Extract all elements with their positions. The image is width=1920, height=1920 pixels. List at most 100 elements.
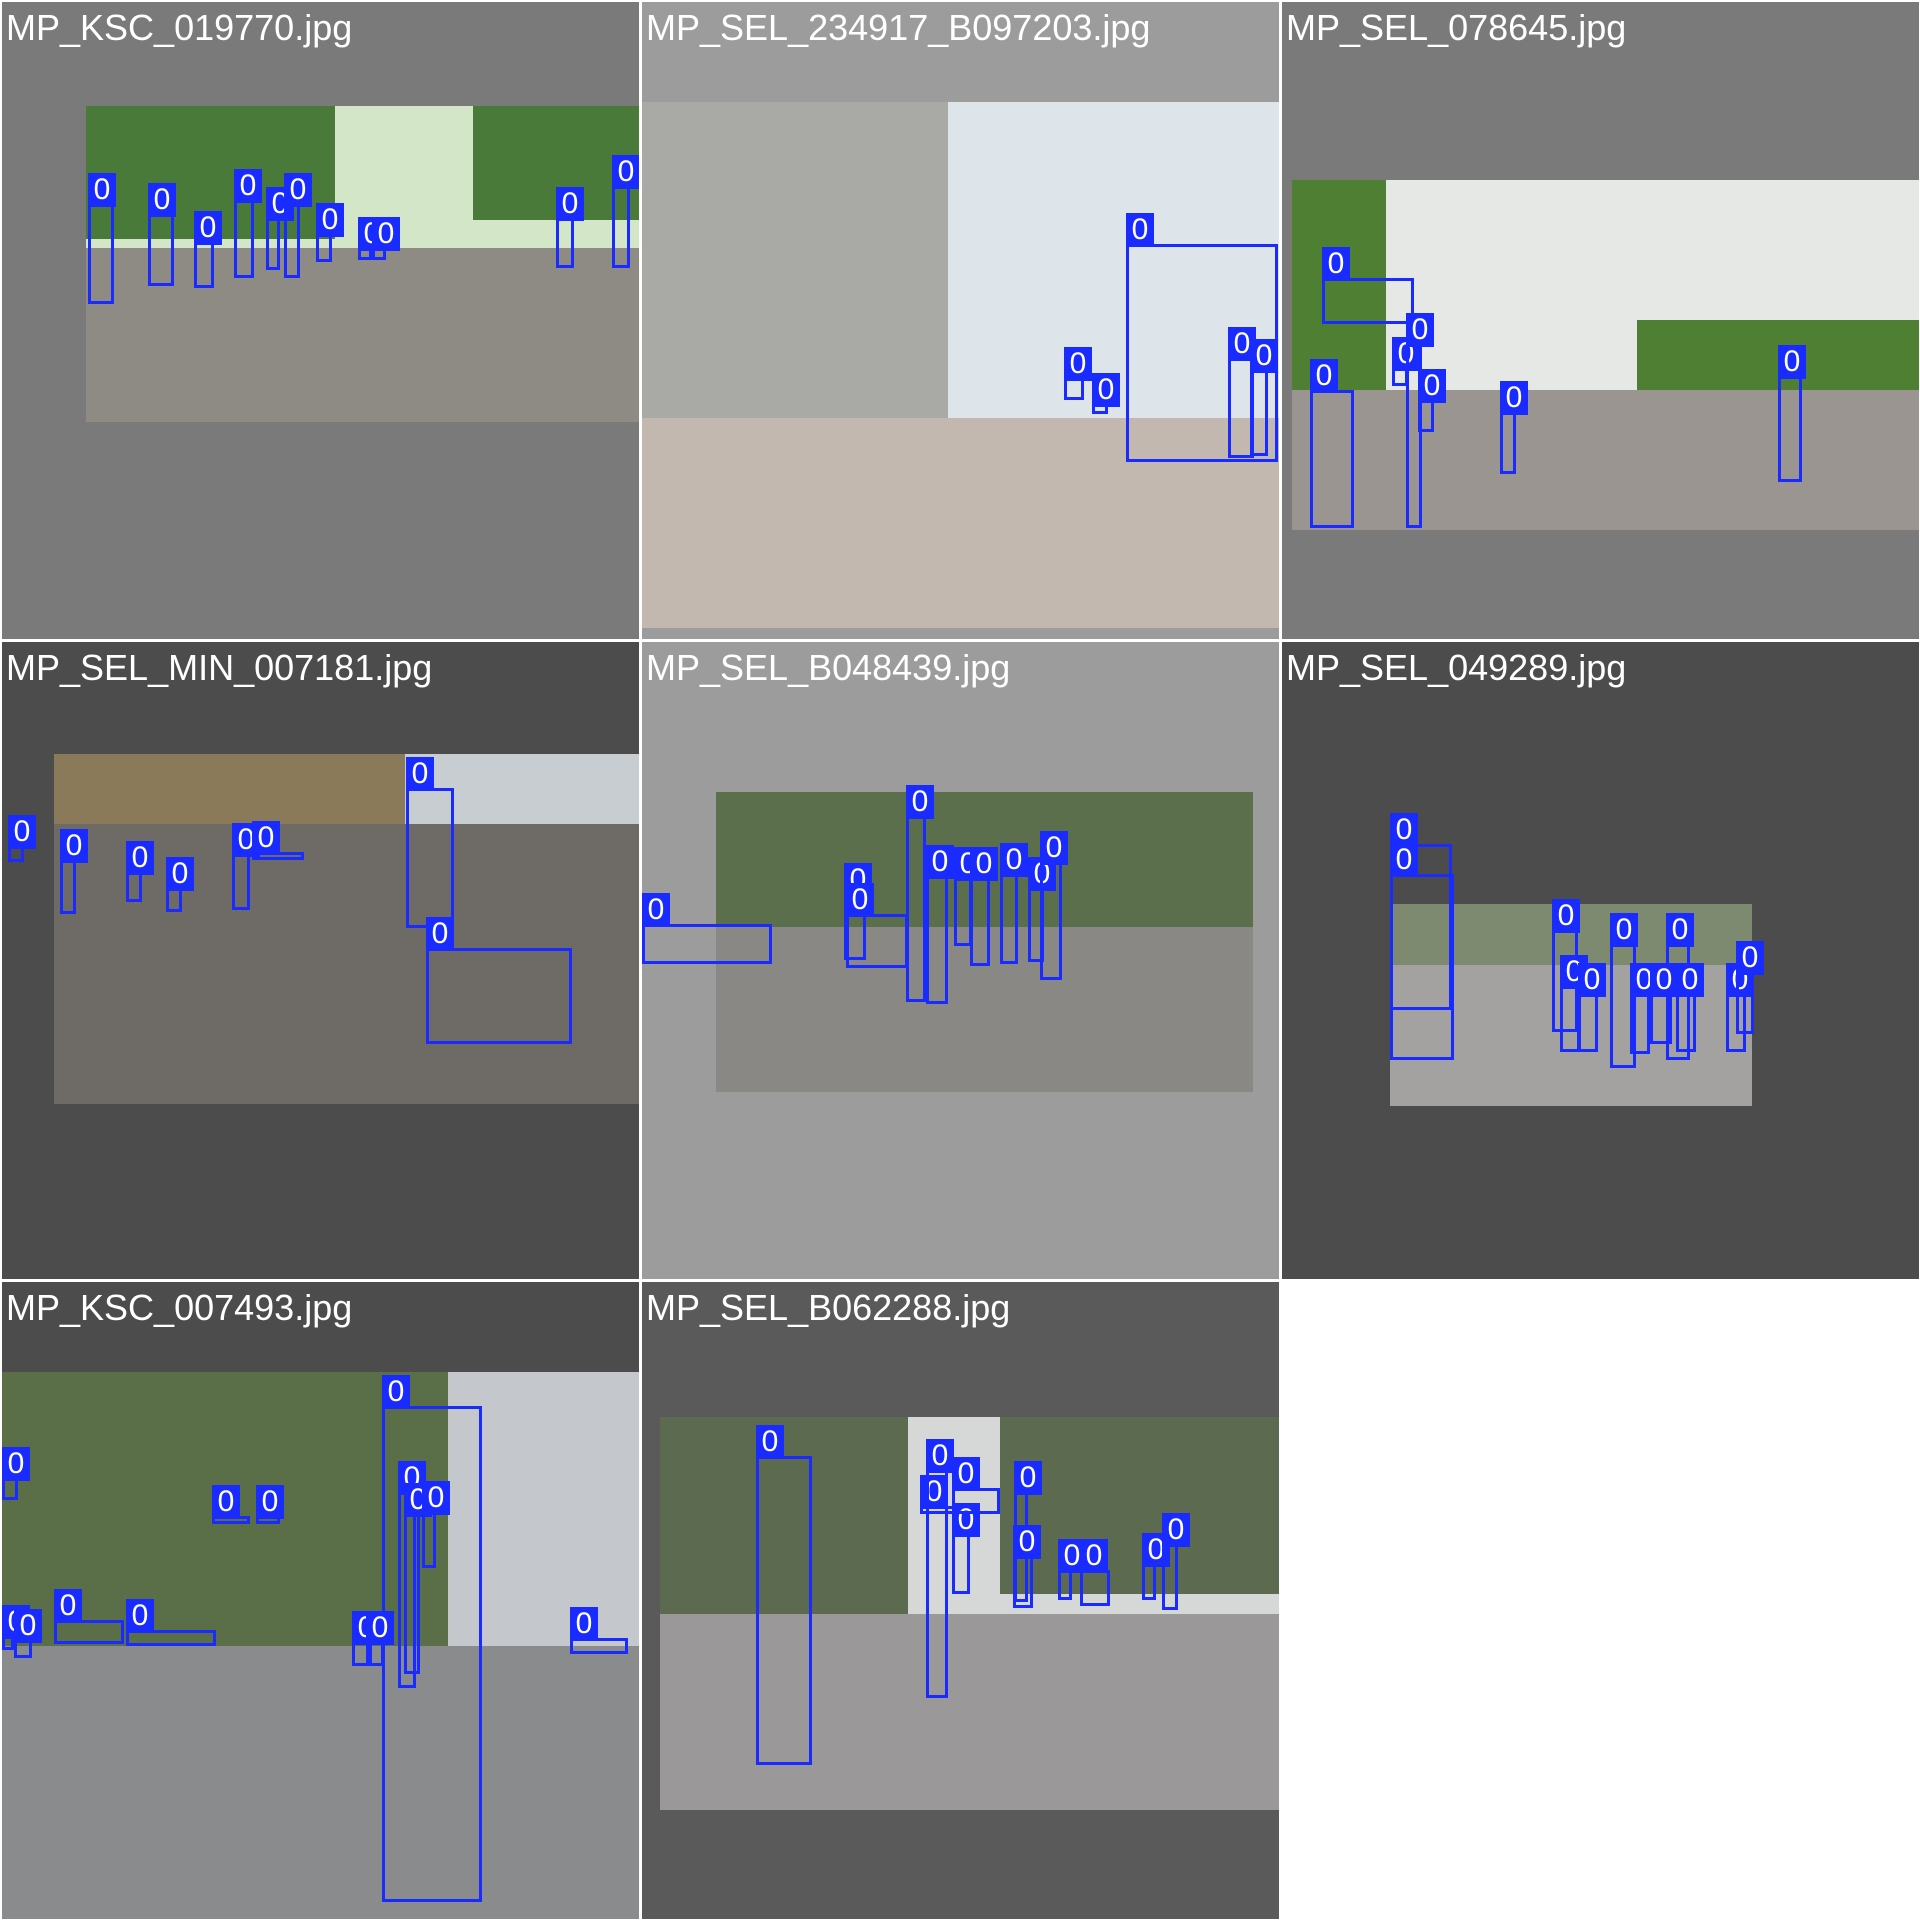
bounding-box: 0 [194,211,222,288]
bounding-box: 0 [1610,913,1638,1068]
class-label: 0 [1014,1461,1042,1495]
class-label: 0 [382,1375,410,1409]
bounding-box: 0 [1040,831,1068,980]
bounding-box: 0 [612,155,639,268]
bounding-box: 0 [1778,345,1806,482]
scene-photo [86,106,639,422]
scene-region [660,1613,1279,1810]
class-label: 0 [906,785,934,819]
bounding-box: 0 [212,1485,250,1524]
class-label: 0 [422,1481,450,1515]
scene-region [86,248,639,422]
bounding-box: 0 [316,203,344,262]
scene-photo [1292,180,1919,530]
bounding-box: 0 [406,757,454,928]
bounding-box: 0 [358,217,386,260]
class-label: 0 [366,1611,394,1645]
bounding-box: 0 [60,829,88,914]
scene-photo [2,1372,639,1919]
bounding-box: 0 [926,1439,954,1698]
bounding-box: 0 [906,785,934,1002]
bounding-box: 0 [1390,843,1454,1060]
bounding-box: 0 [926,845,954,1004]
bounding-box: 0 [54,1589,124,1644]
scene-region [716,927,1253,1092]
bounding-box: 0 [952,1503,980,1594]
class-label: 0 [1406,313,1434,347]
class-label: 0 [1610,913,1638,947]
scene-photo [660,1417,1279,1810]
class-label: 0 [1736,941,1764,975]
class-label: 0 [194,211,222,245]
class-label: 0 [970,847,998,881]
class-label: 0 [1322,247,1350,281]
class-label: 0 [1250,339,1278,373]
bounding-box: 0 [88,173,116,304]
class-label: 0 [1000,843,1028,877]
class-label: 0 [1676,963,1704,997]
bounding-box: 0 [232,823,260,910]
class-label: 0 [612,155,639,189]
bounding-box: 0 [148,183,176,286]
bounding-box: 0 [1080,1539,1110,1606]
bounding-box: 0 [1418,369,1446,432]
class-label: 0 [88,173,116,207]
bounding-box: 0 [1322,247,1414,324]
bounding-box: 0 [14,1609,42,1658]
bounding-box: 0 [1736,941,1764,1034]
class-label: 0 [1778,345,1806,379]
bounding-box: 0 [2,1605,30,1650]
bounding-box: 0 [1092,373,1120,414]
class-label: 0 [1390,843,1418,877]
bounding-box: 0 [1058,1539,1086,1600]
class-label: 0 [1650,963,1678,997]
scene-photo [54,754,639,1104]
class-label: 0 [1013,1525,1041,1559]
filename-label: MP_SEL_049289.jpg [1286,647,1627,688]
class-label: 0 [126,1599,154,1633]
scene-region [2,1645,639,1919]
scene-region [1000,1417,1279,1594]
class-label: 0 [126,841,154,875]
class-label: 0 [1080,1539,1108,1573]
class-label: 0 [1092,373,1120,407]
bounding-box: 0 [920,1475,960,1514]
class-label: 0 [426,917,454,951]
bounding-box: 0 [126,1599,216,1646]
filename-label: MP_KSC_019770.jpg [6,7,353,48]
bounding-box: 0 [366,1611,394,1666]
class-label: 0 [8,815,36,849]
image-tile: MP_SEL_B048439.jpg 0 0 0 0 0 0 0 0 0 0 [642,642,1279,1279]
class-label: 0 [1162,1513,1190,1547]
scene-region [642,417,1279,628]
filename-label: MP_SEL_MIN_007181.jpg [6,647,433,688]
bounding-box: 0 [422,1481,450,1568]
bounding-box: 0 [1000,843,1028,964]
bounding-box: 0 [642,893,772,964]
class-label: 0 [1666,913,1694,947]
scene-region [54,754,405,824]
class-label: 0 [256,1485,284,1519]
scene-photo [642,102,1279,628]
class-label: 0 [406,757,434,791]
class-label: 0 [1500,381,1528,415]
class-label: 0 [926,1439,954,1473]
class-label: 0 [234,169,262,203]
scene-photo [716,792,1253,1092]
filename-label: MP_SEL_234917_B097203.jpg [646,7,1151,48]
class-label: 0 [2,1447,30,1481]
image-tile: MP_SEL_234917_B097203.jpg 0 0 0 0 0 [642,2,1279,639]
class-label: 0 [642,893,670,927]
bounding-box: 0 [234,169,262,278]
class-label: 0 [372,217,400,251]
class-label: 0 [60,829,88,863]
bounding-box: 0 [8,815,36,862]
class-label: 0 [1552,899,1580,933]
bounding-box: 0 [756,1425,812,1765]
class-label: 0 [252,821,280,855]
class-label: 0 [1126,213,1154,247]
class-label: 0 [1390,813,1418,847]
